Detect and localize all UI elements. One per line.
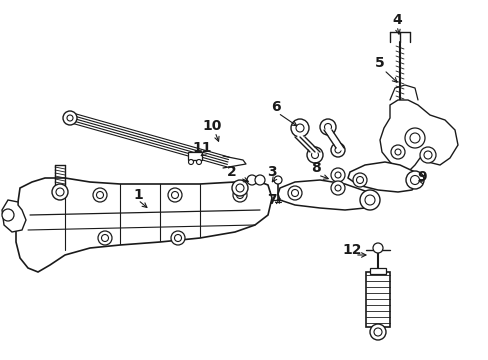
Text: 6: 6	[271, 100, 280, 114]
Circle shape	[372, 243, 382, 253]
Circle shape	[364, 195, 374, 205]
Circle shape	[196, 159, 201, 165]
Circle shape	[246, 175, 257, 185]
Circle shape	[174, 234, 181, 242]
Polygon shape	[16, 178, 271, 272]
Circle shape	[330, 181, 345, 195]
Circle shape	[359, 190, 379, 210]
Circle shape	[334, 147, 340, 153]
Circle shape	[168, 188, 182, 202]
Circle shape	[232, 188, 246, 202]
Bar	[369, 268, 385, 274]
Circle shape	[254, 175, 264, 185]
Circle shape	[171, 231, 184, 245]
Circle shape	[287, 186, 302, 200]
Text: 4: 4	[391, 13, 401, 27]
Text: 10: 10	[202, 119, 221, 133]
Circle shape	[290, 119, 308, 137]
Circle shape	[102, 234, 108, 242]
Polygon shape	[278, 180, 371, 210]
Text: 12: 12	[342, 243, 361, 257]
Text: 5: 5	[374, 56, 384, 70]
Circle shape	[67, 115, 73, 121]
Text: 1: 1	[133, 188, 142, 202]
Circle shape	[419, 147, 435, 163]
Circle shape	[295, 124, 304, 132]
Circle shape	[236, 184, 244, 192]
Circle shape	[409, 176, 419, 185]
Circle shape	[236, 192, 243, 198]
Circle shape	[273, 176, 282, 184]
Circle shape	[356, 176, 363, 184]
Text: 7: 7	[266, 193, 276, 207]
Circle shape	[394, 149, 400, 155]
Circle shape	[93, 188, 107, 202]
Polygon shape	[2, 200, 26, 232]
Polygon shape	[347, 162, 417, 192]
Bar	[187, 152, 202, 160]
Circle shape	[404, 128, 424, 148]
Circle shape	[2, 209, 14, 221]
Circle shape	[56, 188, 64, 196]
Text: 11: 11	[192, 141, 211, 155]
Circle shape	[352, 173, 366, 187]
Polygon shape	[379, 100, 457, 172]
Circle shape	[390, 145, 404, 159]
Circle shape	[409, 133, 419, 143]
Circle shape	[52, 184, 68, 200]
Circle shape	[98, 231, 112, 245]
Text: 3: 3	[266, 165, 276, 179]
Circle shape	[330, 143, 345, 157]
Circle shape	[330, 168, 345, 182]
Text: 2: 2	[226, 165, 236, 179]
Circle shape	[423, 151, 431, 159]
Text: 9: 9	[416, 170, 426, 184]
Bar	[365, 272, 389, 327]
Circle shape	[369, 324, 385, 340]
Text: 8: 8	[310, 161, 320, 175]
Circle shape	[291, 189, 298, 197]
Circle shape	[311, 152, 318, 158]
Circle shape	[405, 171, 423, 189]
Circle shape	[96, 192, 103, 198]
Circle shape	[334, 172, 340, 178]
Circle shape	[306, 147, 323, 163]
Circle shape	[171, 192, 178, 198]
Circle shape	[231, 180, 247, 196]
Circle shape	[188, 159, 193, 165]
Circle shape	[319, 119, 335, 135]
Circle shape	[324, 123, 331, 131]
Circle shape	[334, 185, 340, 191]
Circle shape	[373, 328, 381, 336]
Circle shape	[63, 111, 77, 125]
